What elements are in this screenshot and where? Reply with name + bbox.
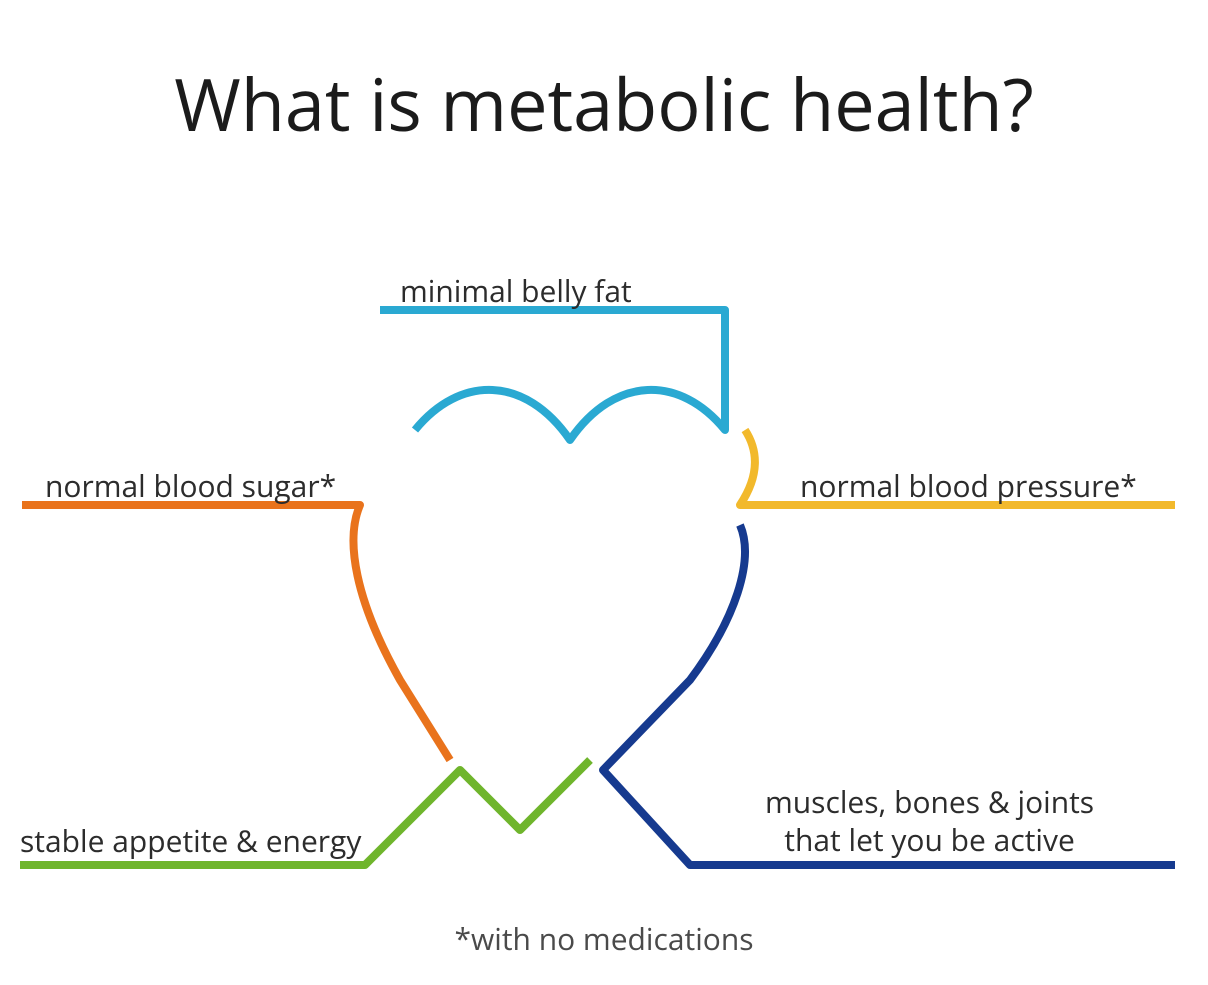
label-muscles: muscles, bones & joints that let you be … <box>765 783 1094 858</box>
label-belly-fat: minimal belly fat <box>400 270 632 311</box>
label-blood-pressure: normal blood pressure* <box>800 465 1137 506</box>
segment-blood-sugar <box>22 505 450 760</box>
segment-belly-fat <box>380 310 725 440</box>
label-appetite: stable appetite & energy <box>20 820 361 861</box>
footnote: *with no medications <box>0 918 1208 959</box>
label-muscles-line2: that let you be active <box>784 819 1075 860</box>
label-blood-sugar: normal blood sugar* <box>45 465 336 506</box>
label-muscles-line1: muscles, bones & joints <box>765 781 1094 822</box>
